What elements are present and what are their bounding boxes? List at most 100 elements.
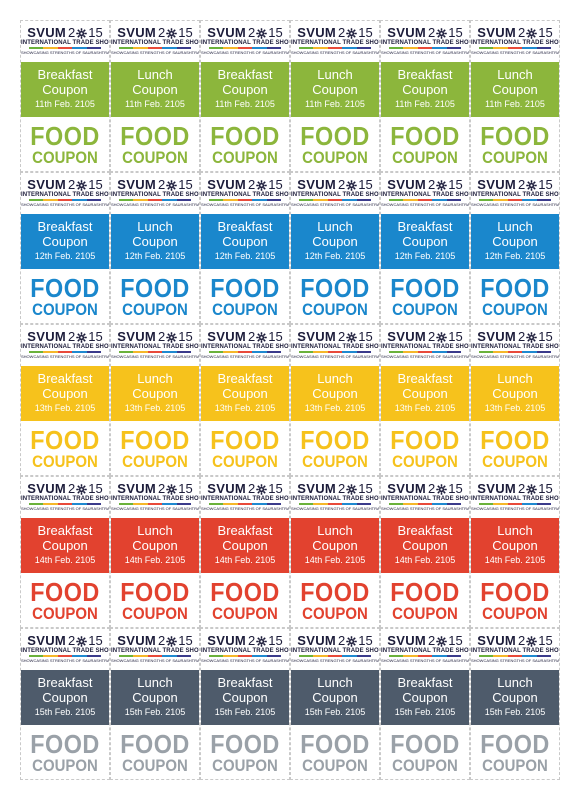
logo-year-end: 15 xyxy=(268,633,283,648)
logo-color-stripe xyxy=(147,199,163,201)
logo-color-stripe xyxy=(72,351,87,353)
coupon-date: 11th Feb. 2105 xyxy=(125,99,185,109)
logo-color-stripe xyxy=(237,351,253,353)
logo-color-stripe xyxy=(536,503,552,505)
food-coupon: SVUM 2 15 INTERNATIONAL TRADE SHOW SHOWCASIN… xyxy=(290,476,380,628)
logo-year-start: 2 xyxy=(338,25,346,40)
meal-band: Breakfast Coupon 13th Feb. 2105 xyxy=(201,366,289,421)
meal-band: Lunch Coupon 11th Feb. 2105 xyxy=(471,62,559,117)
logo-color-stripe xyxy=(162,199,177,201)
logo-color-bar xyxy=(29,503,102,505)
logo-color-bar xyxy=(209,503,282,505)
logo-year-start: 2 xyxy=(428,481,436,496)
logo-subtitle: INTERNATIONAL TRADE SHOW xyxy=(21,344,110,350)
logo-year-start: 2 xyxy=(248,329,256,344)
meal-band: Lunch Coupon 11th Feb. 2105 xyxy=(111,62,199,117)
logo-color-stripe xyxy=(133,655,148,657)
coupon-word: COUPON xyxy=(212,756,278,775)
logo-year-start: 2 xyxy=(518,633,526,648)
coupon-date: 11th Feb. 2105 xyxy=(485,99,545,109)
logo-color-stripe xyxy=(29,655,44,657)
logo-word: SVUM xyxy=(27,177,67,192)
logo-year-start: 2 xyxy=(518,329,526,344)
food-coupon: SVUM 2 15 INTERNATIONAL TRADE SHOW SHOWCASIN… xyxy=(290,324,380,476)
logo-year-start: 2 xyxy=(428,25,436,40)
logo-wordmark: SVUM 2 15 xyxy=(201,634,289,648)
logo-color-stripe xyxy=(536,199,552,201)
food-word: FOOD xyxy=(30,577,100,607)
food-word: FOOD xyxy=(390,425,460,455)
logo-subtitle: INTERNATIONAL TRADE SHOW xyxy=(471,648,560,654)
logo-color-stripe xyxy=(29,503,44,505)
logo-color-stripe xyxy=(162,503,177,505)
svum-logo: SVUM 2 15 INTERNATIONAL TRADE SHOW SHOWCASIN… xyxy=(21,629,109,669)
logo-tagline: SHOWCASING STRENGTHS OF SAURASHTRA-KUTCH xyxy=(21,50,110,55)
meal-band: Breakfast Coupon 13th Feb. 2105 xyxy=(21,366,109,421)
coupon-date: 15th Feb. 2105 xyxy=(484,707,546,717)
coupon-word: COUPON xyxy=(392,756,458,775)
food-coupon: SVUM 2 15 INTERNATIONAL TRADE SHOW SHOWCASIN… xyxy=(290,172,380,324)
logo-year-end: 15 xyxy=(268,481,283,496)
logo-color-stripe xyxy=(432,199,447,201)
food-word: FOOD xyxy=(390,121,460,151)
logo-word: SVUM xyxy=(117,481,157,496)
gear-icon xyxy=(256,27,268,39)
meal-band: Breakfast Coupon 14th Feb. 2105 xyxy=(21,518,109,573)
food-coupon-title: FOOD COUPON xyxy=(471,579,559,622)
logo-color-stripe xyxy=(223,351,238,353)
logo-color-stripe xyxy=(176,47,192,49)
svum-logo: SVUM 2 15 INTERNATIONAL TRADE SHOW SHOWCASIN… xyxy=(291,173,379,213)
logo-color-stripe xyxy=(389,351,404,353)
svum-logo: SVUM 2 15 INTERNATIONAL TRADE SHOW SHOWCASIN… xyxy=(291,325,379,365)
logo-color-stripe xyxy=(119,199,134,201)
logo-word: SVUM xyxy=(117,633,157,648)
logo-wordmark: SVUM 2 15 xyxy=(21,634,109,648)
logo-wordmark: SVUM 2 15 xyxy=(471,178,559,192)
logo-color-stripe xyxy=(417,655,433,657)
logo-color-stripe xyxy=(266,351,282,353)
logo-tagline: SHOWCASING STRENGTHS OF SAURASHTRA-KUTCH xyxy=(21,202,110,207)
gear-icon xyxy=(526,331,538,343)
logo-color-stripe xyxy=(522,351,537,353)
svum-logo: SVUM 2 15 INTERNATIONAL TRADE SHOW SHOWCASIN… xyxy=(111,325,199,365)
meal-band: Lunch Coupon 15th Feb. 2105 xyxy=(111,670,199,725)
logo-year-start: 2 xyxy=(158,481,166,496)
food-coupon-title: FOOD COUPON xyxy=(201,275,289,318)
logo-word: SVUM xyxy=(297,177,337,192)
food-word: FOOD xyxy=(390,729,460,759)
meal-band: Breakfast Coupon 14th Feb. 2105 xyxy=(201,518,289,573)
logo-tagline: SHOWCASING STRENGTHS OF SAURASHTRA-KUTCH xyxy=(111,506,200,511)
gear-icon xyxy=(166,483,178,495)
food-word: FOOD xyxy=(480,425,550,455)
meal-band: Breakfast Coupon 12th Feb. 2105 xyxy=(21,214,109,269)
meal-type: Lunch Coupon xyxy=(132,67,178,97)
logo-subtitle: INTERNATIONAL TRADE SHOW xyxy=(291,40,380,46)
svum-logo: SVUM 2 15 INTERNATIONAL TRADE SHOW SHOWCASIN… xyxy=(201,477,289,517)
meal-type: Breakfast Coupon xyxy=(217,219,273,249)
logo-wordmark: SVUM 2 15 xyxy=(111,26,199,40)
logo-color-stripe xyxy=(536,655,552,657)
logo-color-stripe xyxy=(342,351,357,353)
coupon-word: COUPON xyxy=(32,148,98,167)
logo-color-bar xyxy=(389,199,462,201)
meal-type: Lunch Coupon xyxy=(312,219,358,249)
logo-tagline: SHOWCASING STRENGTHS OF SAURASHTRA-KUTCH xyxy=(381,506,470,511)
logo-color-stripe xyxy=(342,199,357,201)
meal-type: Breakfast Coupon xyxy=(397,219,453,249)
food-word: FOOD xyxy=(480,729,550,759)
logo-color-stripe xyxy=(29,199,44,201)
gear-icon xyxy=(256,483,268,495)
gear-icon xyxy=(436,179,448,191)
logo-word: SVUM xyxy=(477,25,517,40)
food-coupon-title: FOOD COUPON xyxy=(201,731,289,775)
gear-icon xyxy=(526,27,538,39)
coupon-date: 13th Feb. 2105 xyxy=(484,403,546,413)
food-coupon-title: FOOD COUPON xyxy=(291,275,379,318)
food-coupon: SVUM 2 15 INTERNATIONAL TRADE SHOW SHOWCASIN… xyxy=(380,628,470,780)
logo-word: SVUM xyxy=(117,329,157,344)
food-coupon-title: FOOD COUPON xyxy=(471,425,559,470)
food-coupon: SVUM 2 15 INTERNATIONAL TRADE SHOW SHOWCASIN… xyxy=(380,172,470,324)
logo-wordmark: SVUM 2 15 xyxy=(21,482,109,496)
logo-wordmark: SVUM 2 15 xyxy=(111,482,199,496)
meal-band: Breakfast Coupon 14th Feb. 2105 xyxy=(381,518,469,573)
